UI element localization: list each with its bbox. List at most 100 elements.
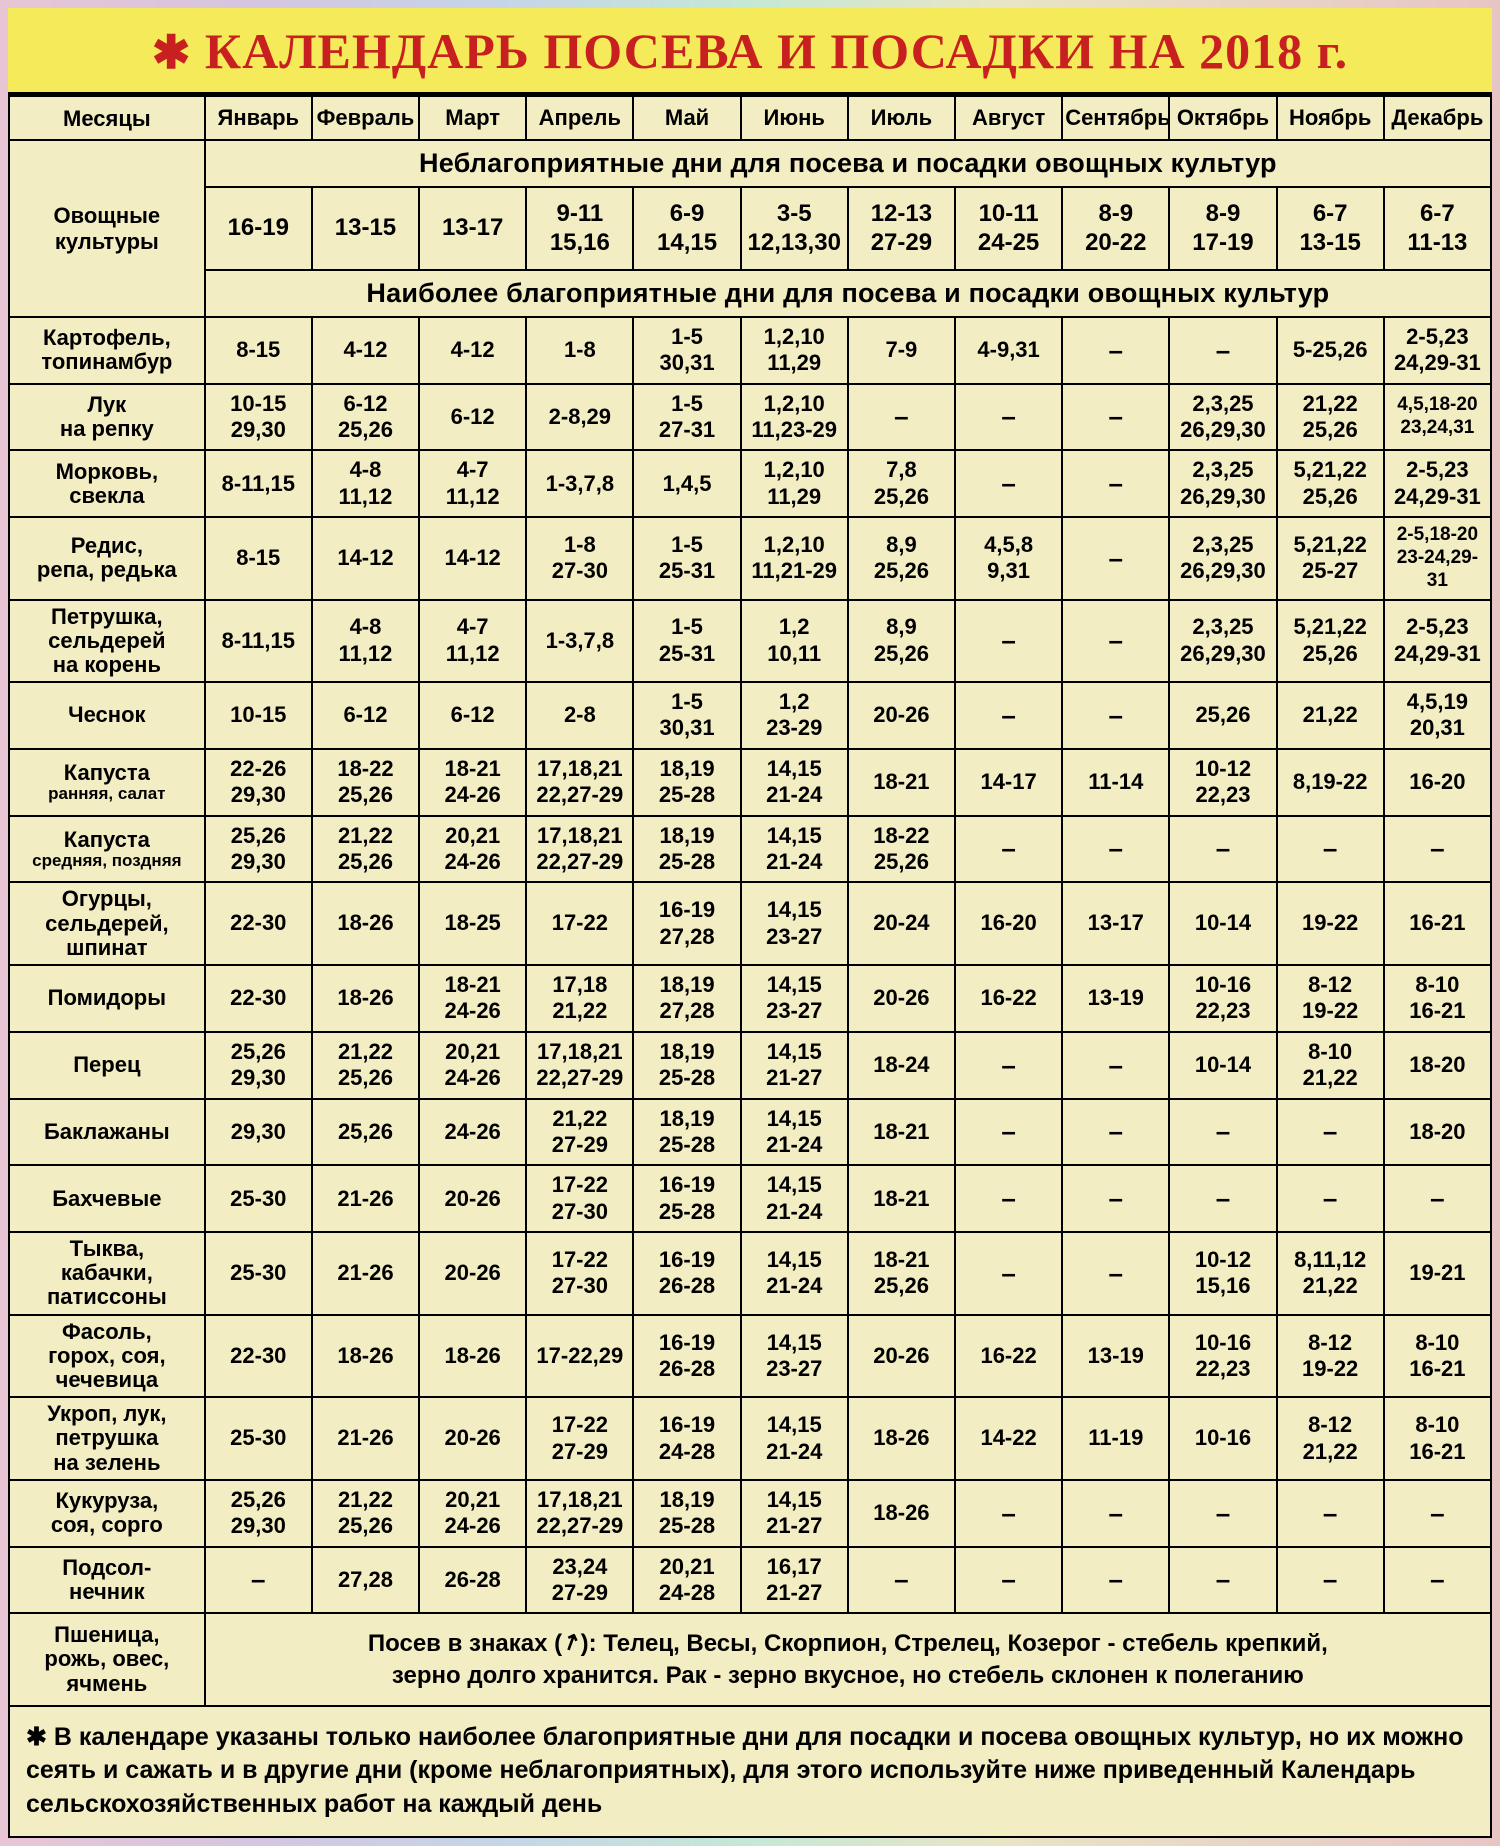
crop-10-m6: 18-24 [848,1032,955,1099]
page-title: КАЛЕНДАРЬ ПОСЕВА И ПОСАДКИ НА 2018 г. [205,23,1348,79]
footnote: ✱ В календаре указаны только наиболее бл… [9,1706,1491,1837]
crop-2-m1: 4-811,12 [312,450,419,517]
crop-11-m2: 24-26 [419,1099,526,1166]
crop-13-m9: 10-1215,16 [1169,1232,1276,1315]
crop-4-m9: 2,3,2526,29,30 [1169,600,1276,683]
section-unfavorable: Неблагоприятные дни для посева и посадки… [205,140,1491,186]
crop-15-m11: 8-1016-21 [1384,1397,1491,1480]
crop-11-m3: 21,2227-29 [526,1099,633,1166]
crop-13-m4: 16-1926-28 [633,1232,740,1315]
crop-9-m9: 10-1622,23 [1169,965,1276,1032]
crop-label-15: Укроп, лук,петрушкана зелень [9,1397,205,1480]
crop-4-m3: 1-3,7,8 [526,600,633,683]
crop-1-m9: 2,3,2526,29,30 [1169,384,1276,451]
crop-11-m5: 14,1521-24 [741,1099,848,1166]
crop-5-m6: 20-26 [848,682,955,749]
crop-0-m11: 2-5,2324,29-31 [1384,317,1491,384]
crop-12-m10: – [1277,1165,1384,1232]
crop-15-m4: 16-1924-28 [633,1397,740,1480]
crop-10-m9: 10-14 [1169,1032,1276,1099]
crop-label-0: Картофель,топинамбур [9,317,205,384]
crop-16-m11: – [1384,1480,1491,1547]
month-header-10: Ноябрь [1277,96,1384,140]
crop-12-m0: 25-30 [205,1165,312,1232]
crop-6-m8: 11-14 [1062,749,1169,816]
crop-17-m2: 26-28 [419,1547,526,1614]
crop-10-m8: – [1062,1032,1169,1099]
crop-10-m11: 18-20 [1384,1032,1491,1099]
crop-12-m3: 17-2227-30 [526,1165,633,1232]
crop-10-m2: 20,2124-26 [419,1032,526,1099]
crop-6-m0: 22-2629,30 [205,749,312,816]
crop-6-m11: 16-20 [1384,749,1491,816]
crop-1-m5: 1,2,1011,23-29 [741,384,848,451]
crop-11-m8: – [1062,1099,1169,1166]
crop-1-m1: 6-1225,26 [312,384,419,451]
crop-9-m10: 8-1219-22 [1277,965,1384,1032]
crop-13-m5: 14,1521-24 [741,1232,848,1315]
crop-7-m8: – [1062,816,1169,883]
crop-1-m6: – [848,384,955,451]
crop-10-m4: 18,1925-28 [633,1032,740,1099]
crop-label-14: Фасоль,горох, соя,чечевица [9,1315,205,1398]
unfavorable-9: 8-917-19 [1169,187,1276,271]
crop-3-m4: 1-525-31 [633,517,740,599]
crop-11-m11: 18-20 [1384,1099,1491,1166]
crop-16-m5: 14,1521-27 [741,1480,848,1547]
crop-4-m11: 2-5,2324,29-31 [1384,600,1491,683]
crop-2-m6: 7,825,26 [848,450,955,517]
unfavorable-4: 6-914,15 [633,187,740,271]
crop-4-m2: 4-711,12 [419,600,526,683]
crop-label-9: Помидоры [9,965,205,1032]
crop-0-m5: 1,2,1011,29 [741,317,848,384]
crop-5-m5: 1,223-29 [741,682,848,749]
crop-0-m8: – [1062,317,1169,384]
grains-label: Пшеница,рожь, овес,ячмень [9,1613,205,1705]
crop-4-m5: 1,210,11 [741,600,848,683]
crop-7-m7: – [955,816,1062,883]
crop-6-m1: 18-2225,26 [312,749,419,816]
crop-11-m10: – [1277,1099,1384,1166]
month-header-4: Май [633,96,740,140]
crop-7-m5: 14,1521-24 [741,816,848,883]
crop-1-m3: 2-8,29 [526,384,633,451]
unfavorable-8: 8-920-22 [1062,187,1169,271]
crop-5-m3: 2-8 [526,682,633,749]
unfavorable-11: 6-711-13 [1384,187,1491,271]
grains-note-text1b: ): Телец, Весы, Скорпион, Стрелец, Козер… [581,1630,1328,1657]
crop-4-m1: 4-811,12 [312,600,419,683]
crop-1-m8: – [1062,384,1169,451]
crop-9-m7: 16-22 [955,965,1062,1032]
crop-14-m3: 17-22,29 [526,1315,633,1398]
crop-4-m6: 8,925,26 [848,600,955,683]
month-header-8: Сентябрь [1062,96,1169,140]
crop-2-m0: 8-11,15 [205,450,312,517]
crop-11-m6: 18-21 [848,1099,955,1166]
crop-8-m3: 17-22 [526,882,633,965]
crop-12-m1: 21-26 [312,1165,419,1232]
crop-5-m11: 4,5,1920,31 [1384,682,1491,749]
month-header-3: Апрель [526,96,633,140]
crop-8-m5: 14,1523-27 [741,882,848,965]
crop-12-m5: 14,1521-24 [741,1165,848,1232]
crop-14-m4: 16-1926-28 [633,1315,740,1398]
month-header-7: Август [955,96,1062,140]
crop-6-m4: 18,1925-28 [633,749,740,816]
crop-0-m6: 7-9 [848,317,955,384]
crop-12-m2: 20-26 [419,1165,526,1232]
crop-16-m4: 18,1925-28 [633,1480,740,1547]
crop-label-2: Морковь,свекла [9,450,205,517]
crop-2-m11: 2-5,2324,29-31 [1384,450,1491,517]
crop-2-m2: 4-711,12 [419,450,526,517]
crop-5-m4: 1-530,31 [633,682,740,749]
crop-16-m8: – [1062,1480,1169,1547]
crop-8-m0: 22-30 [205,882,312,965]
crop-label-6: Капустаранняя, салат [9,749,205,816]
crop-15-m9: 10-16 [1169,1397,1276,1480]
grains-note-text2: зерно долго хранится. Рак - зерно вкусно… [392,1662,1304,1689]
crop-17-m10: – [1277,1547,1384,1614]
crop-16-m0: 25,2629,30 [205,1480,312,1547]
crop-15-m3: 17-2227-29 [526,1397,633,1480]
crop-15-m5: 14,1521-24 [741,1397,848,1480]
crop-14-m10: 8-1219-22 [1277,1315,1384,1398]
